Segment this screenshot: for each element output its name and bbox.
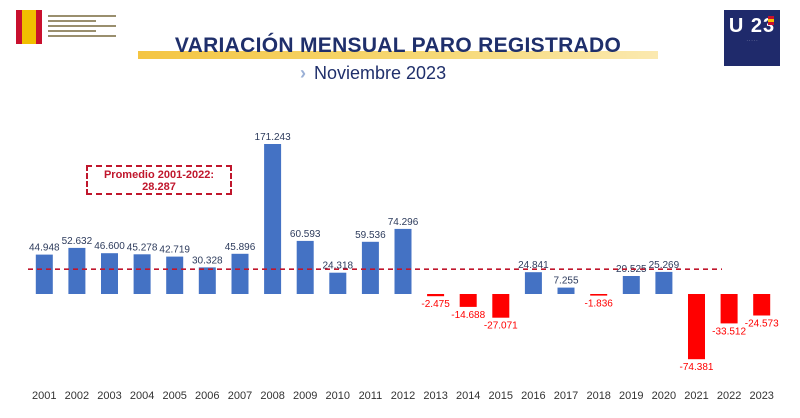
x-tick-2022: 2022 (717, 390, 741, 402)
x-tick-2020: 2020 (652, 390, 676, 402)
bar-2021 (688, 294, 705, 360)
bar-2022 (720, 294, 738, 324)
x-tick-2005: 2005 (162, 390, 186, 402)
bar-2003 (101, 253, 118, 294)
chevron-right-icon: › (300, 63, 306, 83)
ministry-name-lines (48, 12, 116, 42)
chart-subtitle-row: › Noviembre 2023 (300, 63, 500, 87)
bar-2019 (622, 276, 640, 294)
data-label-2002: 52.632 (62, 236, 93, 247)
x-tick-2015: 2015 (489, 390, 513, 402)
data-label-2021: -74.381 (680, 362, 714, 373)
title-area: VARIACIÓN MENSUAL PARO REGISTRADO (138, 34, 658, 60)
x-tick-2021: 2021 (684, 390, 708, 402)
data-label-2006: 30.328 (192, 255, 223, 266)
x-tick-2002: 2002 (65, 390, 89, 402)
data-label-2012: 74.296 (388, 217, 419, 228)
bar-2012 (394, 228, 412, 294)
data-label-2015: -27.071 (484, 321, 518, 332)
data-label-2014: -14.688 (451, 310, 485, 321)
bar-2006 (198, 267, 216, 294)
bar-2001 (35, 254, 53, 294)
x-tick-2019: 2019 (619, 390, 643, 402)
eu-presidency-logo: U 23 · · · · · (724, 10, 780, 66)
data-label-2008: 171.243 (255, 132, 292, 143)
data-label-2009: 60.593 (290, 229, 321, 240)
x-tick-2018: 2018 (586, 390, 610, 402)
data-label-2020: 25.269 (649, 260, 680, 271)
x-tick-2011: 2011 (359, 390, 383, 402)
average-annotation: Promedio 2001-2022: 28.287 (86, 165, 232, 195)
bar-2002 (68, 247, 86, 294)
title-underline (138, 51, 658, 59)
x-tick-2008: 2008 (260, 390, 284, 402)
x-tick-2014: 2014 (456, 390, 480, 402)
data-label-2016: 24.841 (518, 260, 549, 271)
average-label: Promedio 2001-2022: (103, 169, 215, 181)
x-tick-2016: 2016 (521, 390, 545, 402)
data-label-2023: -24.573 (745, 319, 779, 330)
data-label-2013: -2.475 (421, 299, 450, 310)
bar-2010 (329, 272, 347, 294)
bar-2020 (655, 271, 673, 294)
bar-2004 (133, 254, 151, 294)
x-tick-2003: 2003 (97, 390, 121, 402)
data-label-2007: 45.896 (225, 242, 256, 253)
bar-2008 (264, 144, 282, 294)
bar-2014 (459, 294, 477, 307)
bar-2005 (166, 256, 184, 294)
data-label-2017: 7.255 (553, 276, 578, 287)
bar-2011 (361, 241, 379, 294)
x-tick-2009: 2009 (293, 390, 317, 402)
coat-of-arms-icon (16, 10, 42, 44)
bar-2018 (590, 294, 608, 296)
x-tick-2004: 2004 (130, 390, 154, 402)
bar-2023 (753, 294, 771, 316)
data-label-2010: 24.318 (323, 261, 354, 272)
spain-flag-icon (768, 16, 774, 25)
bar-2017 (557, 287, 575, 294)
bar-2016 (524, 272, 542, 294)
government-logo (16, 10, 116, 44)
bar-2015 (492, 294, 510, 318)
x-tick-2017: 2017 (554, 390, 578, 402)
data-label-2005: 42.719 (159, 245, 190, 256)
data-label-2011: 59.536 (355, 230, 386, 241)
chart-title: VARIACIÓN MENSUAL PARO REGISTRADO (174, 34, 622, 57)
x-tick-2023: 2023 (749, 390, 773, 402)
x-tick-2006: 2006 (195, 390, 219, 402)
chart-subtitle: Noviembre 2023 (314, 63, 447, 83)
average-value: 28.287 (142, 181, 176, 193)
bar-2009 (296, 240, 314, 294)
data-label-2022: -33.512 (712, 326, 746, 337)
bar-2007 (231, 253, 249, 294)
bar-2013 (427, 294, 445, 297)
data-label-2003: 46.600 (94, 241, 125, 252)
eu-presidency-logo-text: U 23 (728, 15, 776, 37)
data-label-2001: 44.948 (29, 243, 60, 254)
logo-fine-print: · · · · · (746, 38, 758, 43)
x-tick-2012: 2012 (391, 390, 415, 402)
x-tick-2007: 2007 (228, 390, 252, 402)
x-tick-2010: 2010 (326, 390, 350, 402)
data-label-2018: -1.836 (585, 299, 614, 310)
x-tick-2013: 2013 (423, 390, 447, 402)
x-tick-2001: 2001 (32, 390, 56, 402)
data-label-2004: 45.278 (127, 242, 158, 253)
